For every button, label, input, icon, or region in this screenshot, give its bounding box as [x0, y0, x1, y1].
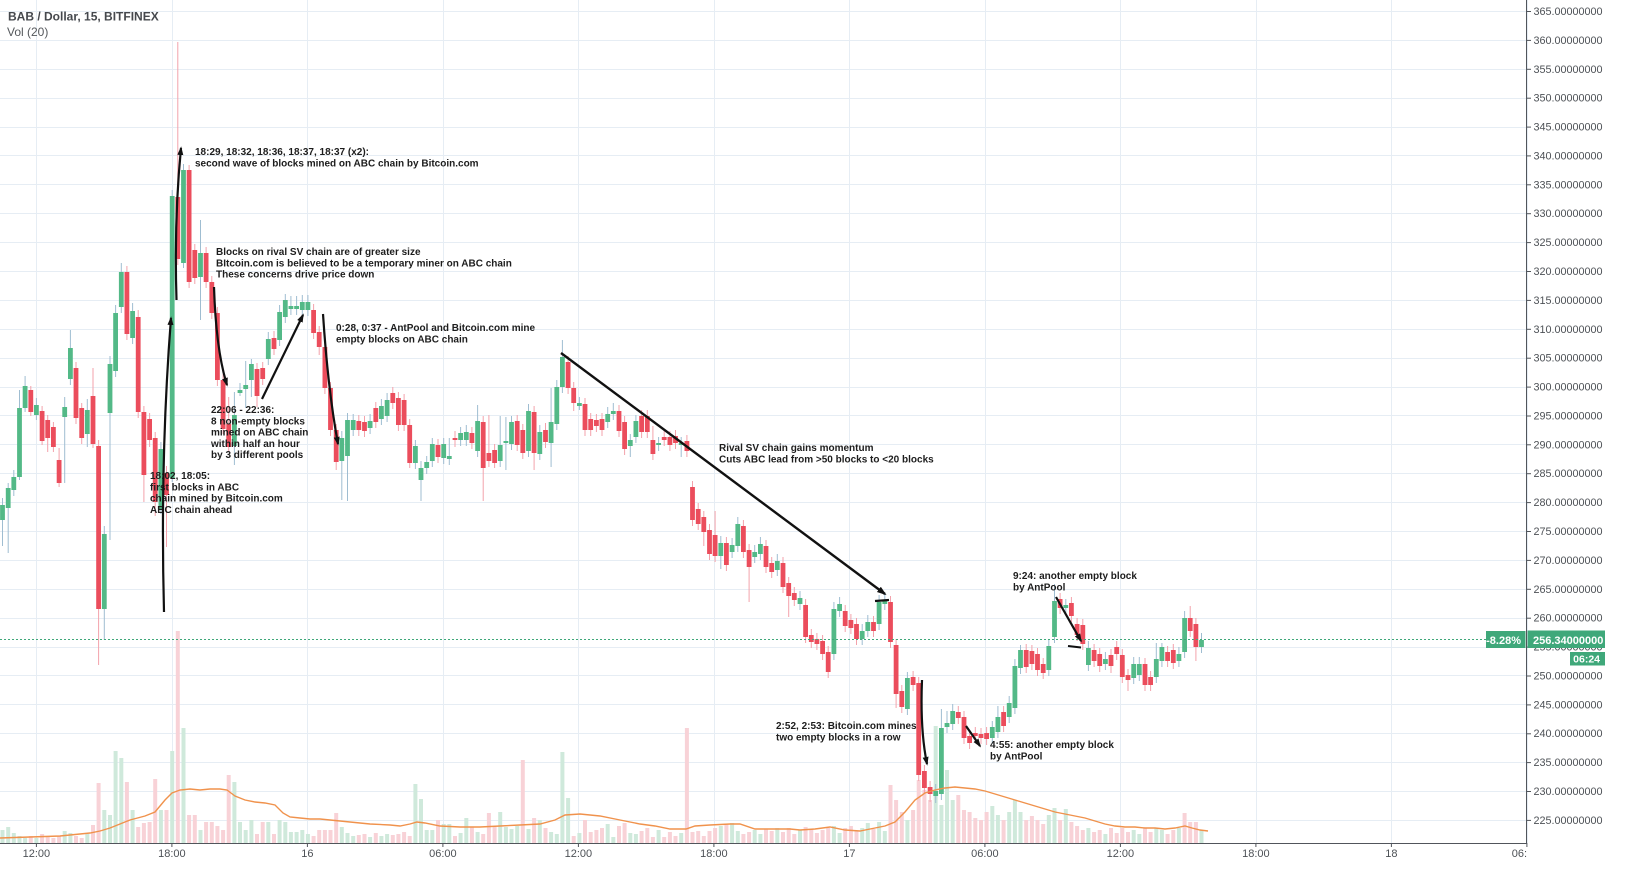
svg-text:270.00000000: 270.00000000	[1534, 555, 1603, 567]
svg-text:chain mined by Bitcoin.com: chain mined by Bitcoin.com	[150, 494, 283, 505]
svg-text:325.00000000: 325.00000000	[1534, 237, 1603, 249]
svg-text:240.00000000: 240.00000000	[1534, 728, 1603, 740]
svg-text:8 non-empty blocks: 8 non-empty blocks	[211, 416, 305, 427]
svg-text:within half an hour: within half an hour	[210, 439, 300, 450]
svg-text:empty blocks on ABC chain: empty blocks on ABC chain	[336, 334, 468, 345]
svg-text:second wave of blocks mined on: second wave of blocks mined on ABC chain…	[195, 158, 479, 169]
svg-text:260.00000000: 260.00000000	[1534, 613, 1603, 625]
svg-text:06:24: 06:24	[1573, 654, 1600, 666]
svg-text:290.00000000: 290.00000000	[1534, 439, 1603, 451]
svg-text:225.00000000: 225.00000000	[1534, 815, 1603, 827]
svg-text:22:06 - 22:36:: 22:06 - 22:36:	[211, 405, 274, 416]
svg-text:315.00000000: 315.00000000	[1534, 295, 1603, 307]
svg-text:18:00: 18:00	[158, 848, 186, 860]
svg-text:BAB / Dollar, 15, BITFINEX: BAB / Dollar, 15, BITFINEX	[8, 10, 159, 24]
svg-text:355.00000000: 355.00000000	[1534, 64, 1603, 76]
svg-text:18:29, 18:32, 18:36, 18:37, 18: 18:29, 18:32, 18:36, 18:37, 18:37 (x2):	[195, 147, 369, 158]
svg-text:18:02, 18:05:: 18:02, 18:05:	[150, 471, 210, 482]
svg-text:256.34000000: 256.34000000	[1533, 635, 1603, 647]
svg-text:320.00000000: 320.00000000	[1534, 266, 1603, 278]
svg-text:265.00000000: 265.00000000	[1534, 584, 1603, 596]
svg-text:2:52, 2:53: Bitcoin.com mines: 2:52, 2:53: Bitcoin.com mines	[776, 721, 917, 732]
svg-text:4:55: another empty block: 4:55: another empty block	[990, 740, 1114, 751]
svg-text:310.00000000: 310.00000000	[1534, 324, 1603, 336]
svg-text:18:00: 18:00	[1242, 848, 1270, 860]
svg-text:285.00000000: 285.00000000	[1534, 468, 1603, 480]
svg-text:16: 16	[301, 848, 313, 860]
svg-text:Blocks on rival SV chain are o: Blocks on rival SV chain are of greater …	[216, 247, 421, 258]
svg-text:295.00000000: 295.00000000	[1534, 411, 1603, 423]
svg-text:245.00000000: 245.00000000	[1534, 699, 1603, 711]
svg-text:mined on ABC chain: mined on ABC chain	[211, 428, 308, 439]
svg-text:360.00000000: 360.00000000	[1534, 35, 1603, 47]
svg-text:280.00000000: 280.00000000	[1534, 497, 1603, 509]
svg-text:first blocks in ABC: first blocks in ABC	[150, 482, 239, 493]
svg-text:275.00000000: 275.00000000	[1534, 526, 1603, 538]
svg-text:335.00000000: 335.00000000	[1534, 179, 1603, 191]
svg-text:06:00: 06:00	[429, 848, 457, 860]
svg-text:-8.28%: -8.28%	[1486, 635, 1521, 647]
svg-text:250.00000000: 250.00000000	[1534, 671, 1603, 683]
svg-text:by AntPool: by AntPool	[990, 751, 1043, 762]
svg-text:18: 18	[1385, 848, 1397, 860]
svg-text:305.00000000: 305.00000000	[1534, 353, 1603, 365]
svg-text:06:00: 06:00	[971, 848, 999, 860]
svg-text:BItcoin.com is believed to be: BItcoin.com is believed to be a temporar…	[216, 258, 512, 269]
svg-text:230.00000000: 230.00000000	[1534, 786, 1603, 798]
svg-text:12:00: 12:00	[1107, 848, 1135, 860]
svg-text:06:: 06:	[1512, 848, 1527, 860]
svg-text:0:28, 0:37 - AntPool and Bitco: 0:28, 0:37 - AntPool and Bitcoin.com min…	[336, 323, 536, 334]
svg-text:235.00000000: 235.00000000	[1534, 757, 1603, 769]
svg-text:two empty blocks in a row: two empty blocks in a row	[776, 732, 901, 743]
svg-text:Rival SV chain gains momentum: Rival SV chain gains momentum	[719, 443, 874, 454]
svg-text:Cuts ABC lead from >50 blocks: Cuts ABC lead from >50 blocks to <20 blo…	[719, 454, 934, 465]
svg-text:12:00: 12:00	[23, 848, 51, 860]
svg-text:by 3 different pools: by 3 different pools	[211, 450, 304, 461]
svg-text:Vol (20): Vol (20)	[7, 25, 48, 39]
svg-text:ABC chain ahead: ABC chain ahead	[150, 505, 232, 516]
svg-text:330.00000000: 330.00000000	[1534, 208, 1603, 220]
svg-text:350.00000000: 350.00000000	[1534, 93, 1603, 105]
svg-text:9:24: another empty block: 9:24: another empty block	[1013, 571, 1137, 582]
svg-text:345.00000000: 345.00000000	[1534, 122, 1603, 134]
svg-text:300.00000000: 300.00000000	[1534, 382, 1603, 394]
svg-text:17: 17	[843, 848, 855, 860]
svg-text:by AntPool: by AntPool	[1013, 582, 1066, 593]
svg-text:365.00000000: 365.00000000	[1534, 6, 1603, 18]
svg-text:340.00000000: 340.00000000	[1534, 150, 1603, 162]
svg-text:18:00: 18:00	[700, 848, 728, 860]
svg-text:12:00: 12:00	[565, 848, 593, 860]
svg-text:These concerns drive price dow: These concerns drive price down	[216, 270, 374, 281]
